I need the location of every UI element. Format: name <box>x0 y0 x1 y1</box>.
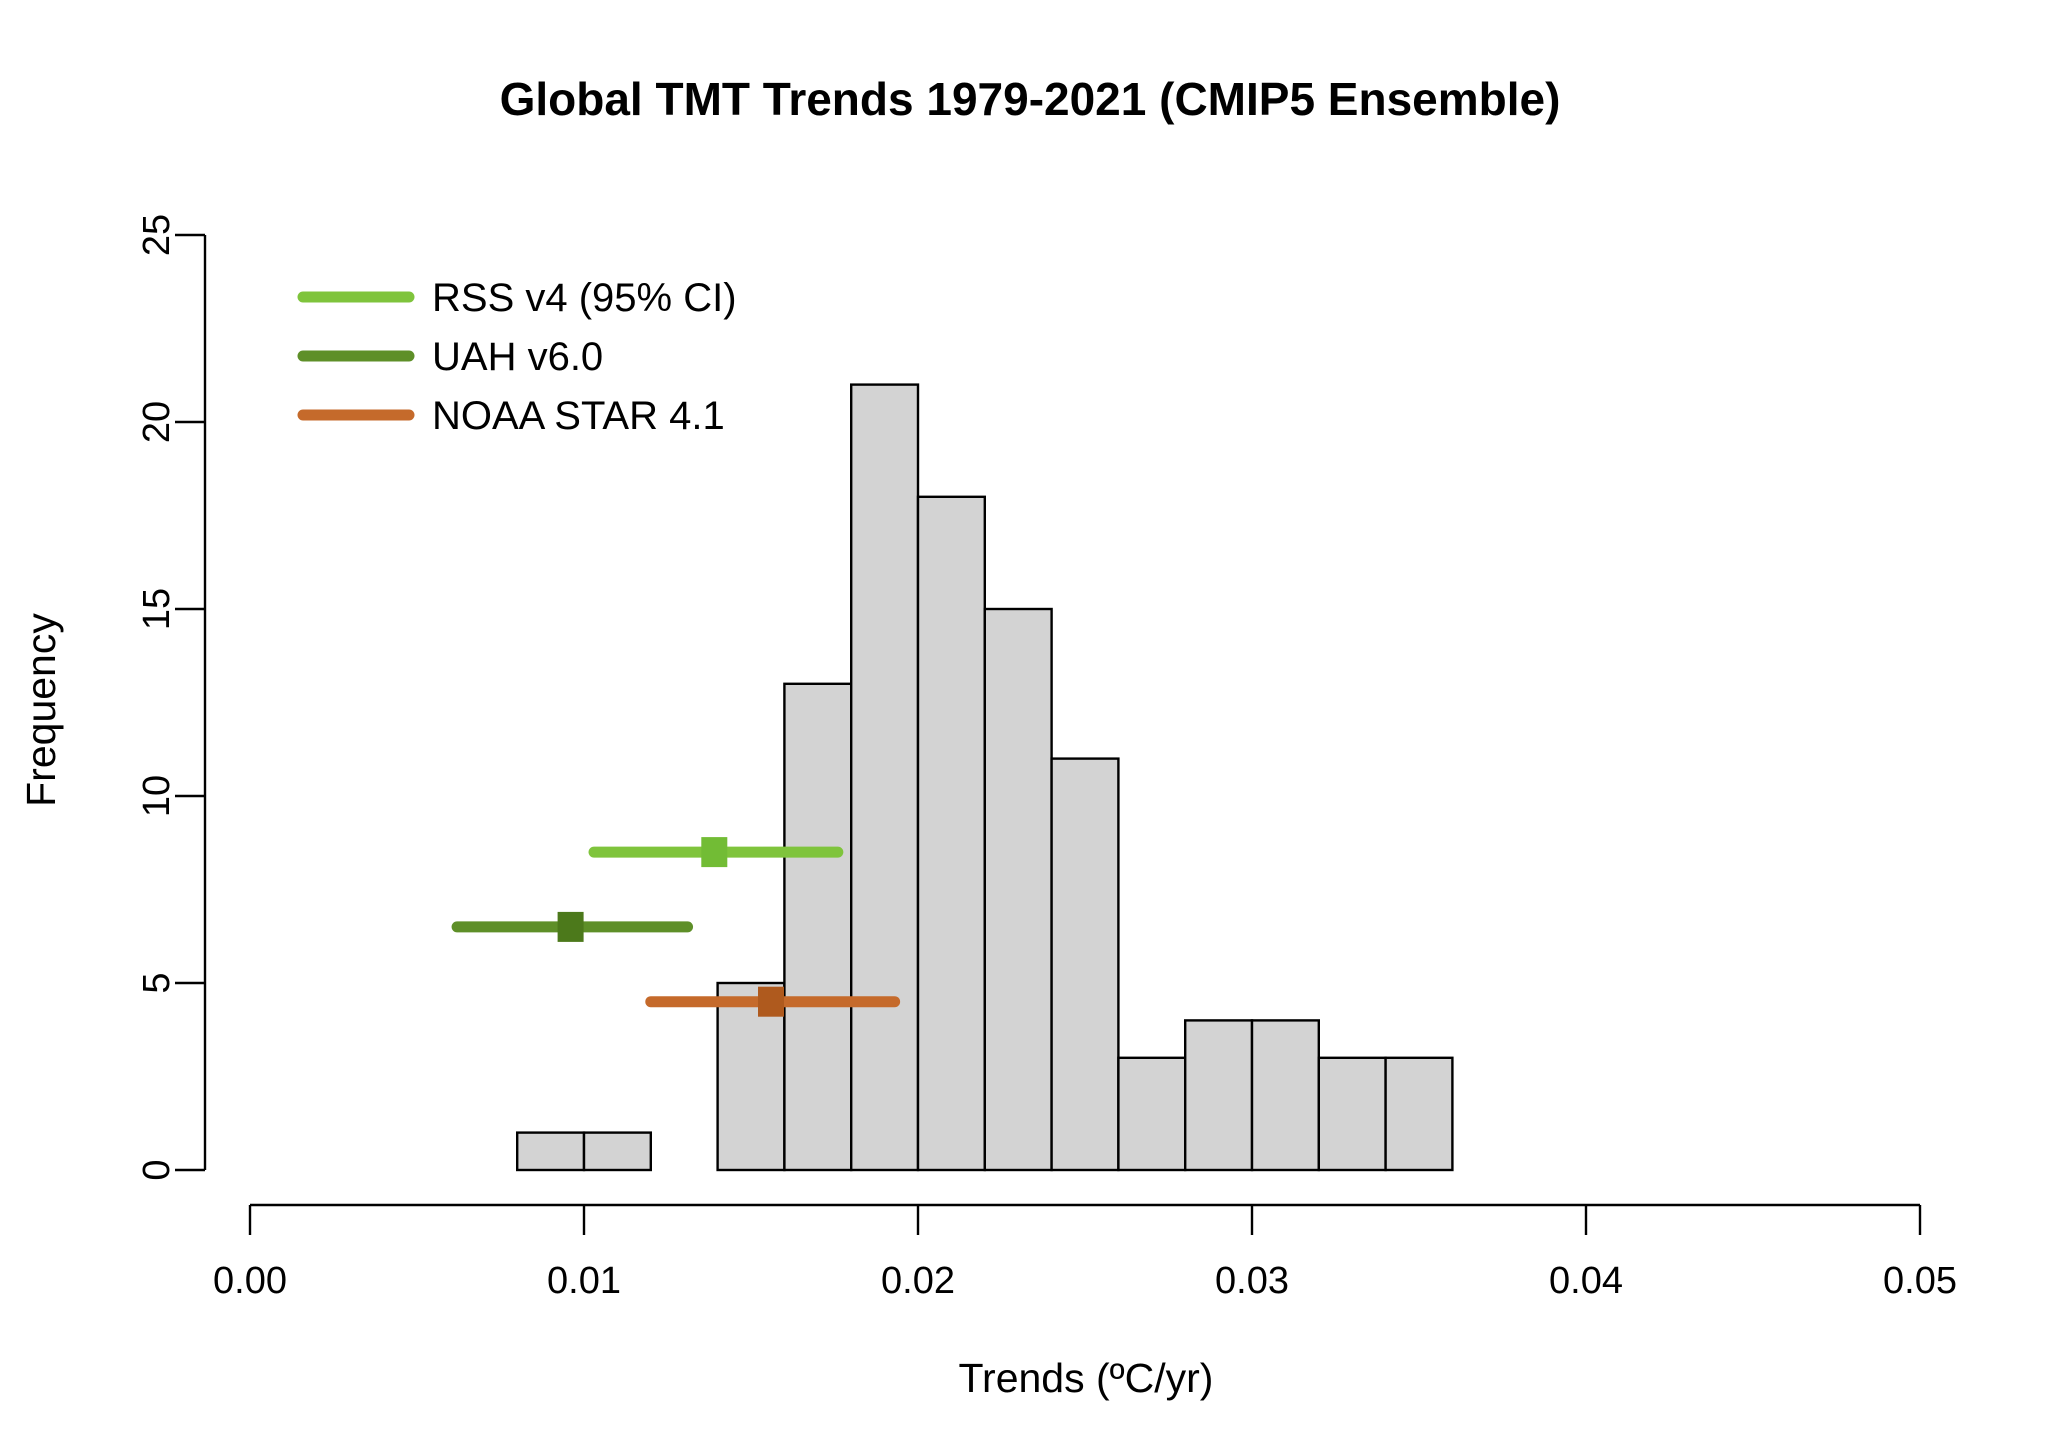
center-marker-rss-v4-95-ci <box>701 837 728 868</box>
y-tick-label: 15 <box>136 588 178 630</box>
legend-label-uah-v6-0: UAH v6.0 <box>432 335 603 379</box>
y-tick-label: 10 <box>136 775 178 817</box>
legend-label-noaa-star-4-1: NOAA STAR 4.1 <box>432 394 725 438</box>
x-tick-label: 0.01 <box>547 1260 621 1302</box>
x-tick-label: 0.02 <box>881 1260 955 1302</box>
legend-label-rss-v4-95-ci: RSS v4 (95% CI) <box>432 276 737 320</box>
histogram-bar <box>1117 1056 1187 1172</box>
center-marker-noaa-star-4-1 <box>758 986 784 1017</box>
histogram-bar <box>850 383 920 1172</box>
histogram-bar <box>1317 1056 1387 1172</box>
histogram-bars <box>516 383 1454 1172</box>
axes: 0.00 0.01 0.02 0.03 0.04 0.05 0 5 10 15 20 25 <box>136 214 1957 1302</box>
histogram-bar <box>783 682 853 1172</box>
histogram-bar <box>1183 1019 1254 1172</box>
histogram-bar <box>916 495 987 1172</box>
histogram-bar <box>582 1131 653 1172</box>
y-axis-label: Frequency <box>18 613 64 807</box>
histogram-bar <box>1250 1019 1321 1172</box>
x-axis-label: Trends (ºC/yr) <box>959 1355 1214 1401</box>
histogram-bar <box>1384 1056 1454 1172</box>
y-tick-label: 0 <box>136 1159 178 1180</box>
observation-error-bars <box>451 837 901 1017</box>
x-tick-label: 0.00 <box>213 1260 287 1302</box>
y-tick-label: 5 <box>136 972 178 993</box>
histogram-bar <box>1050 757 1120 1172</box>
histogram-bar <box>983 607 1053 1172</box>
x-tick-label: 0.03 <box>1215 1260 1289 1302</box>
histogram-bar <box>516 1131 586 1172</box>
x-tick-label: 0.05 <box>1883 1260 1957 1302</box>
x-tick-label: 0.04 <box>1549 1260 1623 1302</box>
legend: RSS v4 (95% CI) UAH v6.0 NOAA STAR 4.1 <box>297 276 737 438</box>
chart-title: Global TMT Trends 1979-2021 (CMIP5 Ensem… <box>500 73 1561 125</box>
y-tick-label: 20 <box>136 401 178 443</box>
y-tick-label: 25 <box>136 214 178 256</box>
center-marker-uah-v6-0 <box>557 911 584 942</box>
